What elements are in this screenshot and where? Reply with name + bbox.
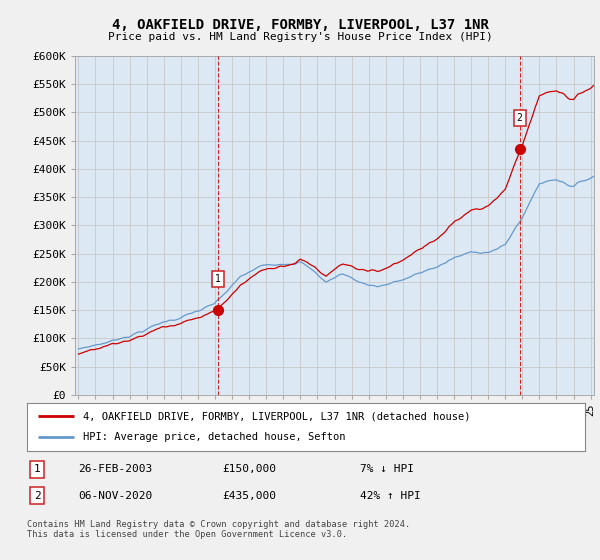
Text: 42% ↑ HPI: 42% ↑ HPI bbox=[360, 491, 421, 501]
Text: Contains HM Land Registry data © Crown copyright and database right 2024.
This d: Contains HM Land Registry data © Crown c… bbox=[27, 520, 410, 539]
Text: HPI: Average price, detached house, Sefton: HPI: Average price, detached house, Seft… bbox=[83, 432, 346, 442]
Text: 4, OAKFIELD DRIVE, FORMBY, LIVERPOOL, L37 1NR (detached house): 4, OAKFIELD DRIVE, FORMBY, LIVERPOOL, L3… bbox=[83, 411, 470, 421]
Text: £150,000: £150,000 bbox=[222, 464, 276, 474]
Text: Price paid vs. HM Land Registry's House Price Index (HPI): Price paid vs. HM Land Registry's House … bbox=[107, 32, 493, 43]
Text: 26-FEB-2003: 26-FEB-2003 bbox=[78, 464, 152, 474]
Text: 2: 2 bbox=[517, 113, 523, 123]
Text: 1: 1 bbox=[215, 274, 220, 284]
Text: 4, OAKFIELD DRIVE, FORMBY, LIVERPOOL, L37 1NR: 4, OAKFIELD DRIVE, FORMBY, LIVERPOOL, L3… bbox=[112, 18, 488, 32]
Text: 06-NOV-2020: 06-NOV-2020 bbox=[78, 491, 152, 501]
Text: 1: 1 bbox=[34, 464, 41, 474]
Text: 7% ↓ HPI: 7% ↓ HPI bbox=[360, 464, 414, 474]
Text: 2: 2 bbox=[34, 491, 41, 501]
Text: £435,000: £435,000 bbox=[222, 491, 276, 501]
